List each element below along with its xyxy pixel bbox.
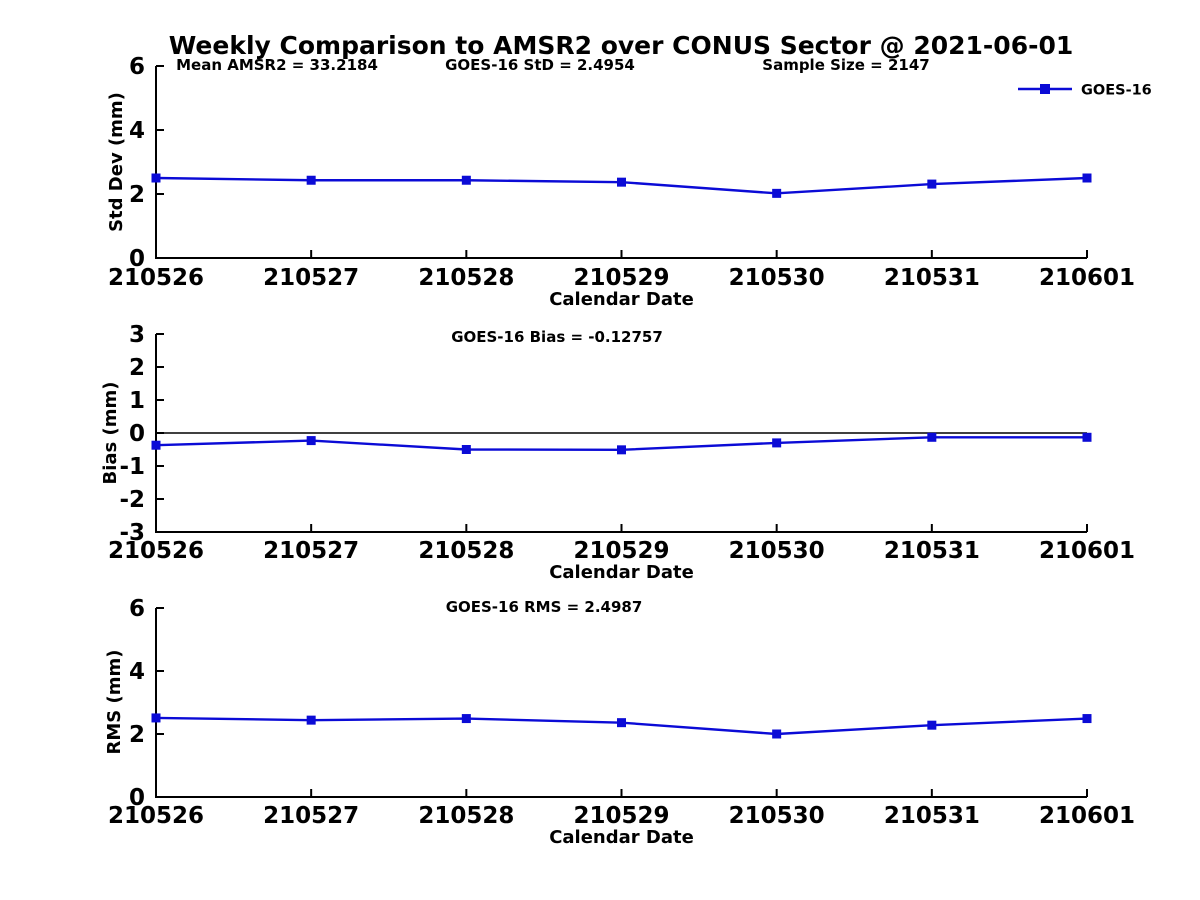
- legend-label: GOES-16: [1081, 83, 1152, 99]
- annotation: Sample Size = 2147: [762, 56, 929, 74]
- subplot-stddev: 0 2 4 6 210526 210527 210528 210529 210530 210531…: [106, 54, 1152, 310]
- goes16-marker: [772, 438, 782, 448]
- goes16-marker: [1082, 714, 1092, 724]
- y-tick-label: 1: [129, 388, 145, 414]
- goes16-marker: [151, 713, 161, 723]
- y-axis-title: Bias (mm): [100, 382, 121, 485]
- axis-spines: [155, 66, 1087, 259]
- x-tick-label: 210527: [263, 265, 359, 291]
- axis-spines: [155, 608, 1087, 798]
- x-tick-label: 210528: [418, 265, 514, 291]
- x-tick-label: 210601: [1039, 265, 1135, 291]
- y-tick-label: 0: [129, 246, 145, 272]
- x-tick-label: 210528: [418, 538, 514, 564]
- y-tick-label: -1: [119, 454, 145, 480]
- y-tick-label: 6: [129, 54, 145, 80]
- y-axis-title: RMS (mm): [104, 650, 125, 755]
- subplots-group: 0 2 4 6 210526 210527 210528 210529 210530 210531…: [100, 54, 1152, 848]
- goes16-marker: [151, 440, 161, 450]
- goes16-marker: [461, 714, 471, 724]
- x-tick-label: 210529: [573, 538, 669, 564]
- goes16-marker: [927, 720, 937, 730]
- y-tick-label: 6: [129, 596, 145, 622]
- subplot-rms: 0 2 4 6 210526 210527 210528 210529 210530 210531…: [104, 596, 1135, 848]
- y-tick-label: 2: [129, 182, 145, 208]
- subplot-bias: -3 -2 -1 0 1 2 3 210526 210527 210528 210529 210530…: [100, 322, 1135, 583]
- annotation: Mean AMSR2 = 33.2184: [176, 56, 378, 74]
- x-tick-label: 210531: [884, 538, 980, 564]
- goes16-marker: [772, 188, 782, 198]
- legend-marker: [1040, 84, 1050, 94]
- x-tick-label: 210601: [1039, 803, 1135, 829]
- x-tick-label: 210530: [729, 265, 825, 291]
- y-tick-label: 4: [129, 118, 145, 144]
- goes16-marker: [617, 177, 626, 187]
- goes16-marker: [461, 175, 471, 185]
- chart-title: Weekly Comparison to AMSR2 over CONUS Se…: [169, 31, 1074, 60]
- annotation: GOES-16 RMS = 2.4987: [446, 598, 643, 616]
- goes16-marker: [306, 436, 316, 446]
- x-tick-label: 210529: [573, 803, 669, 829]
- goes16-marker: [461, 445, 471, 454]
- y-tick-label: -3: [119, 520, 145, 546]
- goes16-marker: [306, 715, 316, 725]
- x-tick-label: 210530: [729, 538, 825, 564]
- goes16-marker: [1082, 432, 1092, 442]
- x-tick-label: 210528: [418, 803, 514, 829]
- y-tick-label: -2: [119, 487, 145, 513]
- y-tick-label: 0: [129, 785, 145, 811]
- x-tick-label: 210526: [108, 265, 204, 291]
- goes16-marker: [151, 173, 161, 183]
- y-tick-label: 2: [129, 355, 145, 381]
- annotation: GOES-16 StD = 2.4954: [445, 56, 635, 74]
- x-tick-label: 210531: [884, 803, 980, 829]
- y-axis-title: Std Dev (mm): [106, 92, 127, 232]
- x-axis-title: Calendar Date: [549, 562, 694, 583]
- y-tick-label: 3: [129, 322, 145, 348]
- annotation: GOES-16 Bias = -0.12757: [451, 328, 663, 346]
- goes16-marker: [927, 432, 937, 442]
- y-tick-label: 4: [129, 659, 145, 685]
- y-tick-label: 2: [129, 722, 145, 748]
- x-tick-label: 210527: [263, 538, 359, 564]
- goes16-marker: [617, 718, 626, 728]
- goes16-marker: [306, 175, 316, 185]
- x-tick-label: 210529: [573, 265, 669, 291]
- goes16-marker: [1082, 173, 1092, 183]
- goes16-marker: [772, 729, 782, 739]
- x-tick-label: 210601: [1039, 538, 1135, 564]
- x-axis-title: Calendar Date: [549, 827, 694, 848]
- x-tick-label: 210531: [884, 265, 980, 291]
- x-tick-label: 210526: [108, 538, 204, 564]
- goes16-marker: [927, 179, 937, 189]
- x-tick-label: 210530: [729, 803, 825, 829]
- x-axis-title: Calendar Date: [549, 289, 694, 310]
- x-tick-label: 210527: [263, 803, 359, 829]
- y-tick-label: 0: [129, 421, 145, 447]
- x-tick-label: 210526: [108, 803, 204, 829]
- legend: GOES-16: [1018, 83, 1152, 99]
- goes16-marker: [617, 445, 626, 455]
